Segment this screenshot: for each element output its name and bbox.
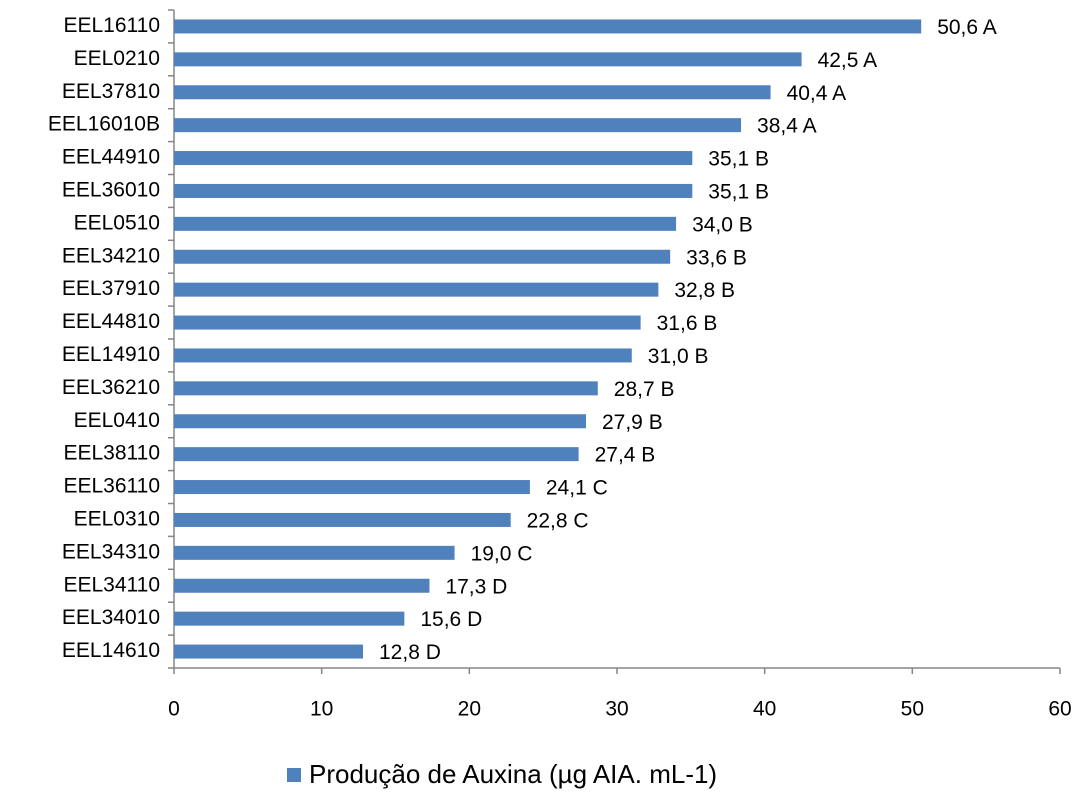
y-tick-label: EEL0510 [74, 211, 160, 234]
data-label: 31,0 B [648, 345, 709, 368]
bar [174, 545, 455, 560]
data-label: 15,6 D [420, 608, 482, 631]
data-label: 38,4 A [757, 115, 817, 138]
bar [174, 381, 598, 396]
bar [174, 52, 802, 67]
y-tick-label: EEL34110 [63, 573, 160, 596]
data-label: 35,1 B [708, 180, 769, 203]
legend-label: Produção de Auxina (µg AIA. mL-1) [309, 759, 717, 789]
y-tick-label: EEL0310 [74, 507, 160, 530]
bar [174, 644, 364, 659]
y-tick-label: EEL44910 [62, 146, 160, 169]
data-label: 19,0 C [471, 542, 533, 565]
data-label: 17,3 D [445, 575, 507, 598]
y-tick-label: EEL36210 [62, 376, 160, 399]
bar [174, 151, 693, 166]
data-label: 12,8 D [379, 641, 441, 664]
bar [174, 118, 742, 133]
data-label: 28,7 B [614, 378, 675, 401]
y-tick-label: EEL37810 [62, 80, 160, 103]
y-tick-label: EEL38110 [63, 442, 160, 465]
bar [174, 480, 530, 495]
data-label: 34,0 B [692, 213, 753, 236]
bar [174, 183, 693, 198]
x-tick-label: 10 [310, 698, 333, 721]
y-tick-label: EEL36110 [63, 475, 160, 498]
data-label: 22,8 C [527, 509, 589, 532]
data-label: 31,6 B [657, 312, 718, 335]
data-label: 50,6 A [937, 16, 997, 39]
y-tick-label: EEL34210 [62, 244, 160, 267]
data-label: 40,4 A [787, 82, 847, 105]
y-tick-label: EEL14910 [62, 343, 160, 366]
data-label: 24,1 C [546, 477, 608, 500]
data-label: 27,4 B [595, 444, 656, 467]
y-tick-label: EEL16110 [63, 14, 160, 37]
bar [174, 611, 405, 626]
bar [174, 578, 430, 593]
data-label: 35,1 B [708, 148, 769, 171]
y-tick-label: EEL37910 [62, 277, 160, 300]
legend-swatch [287, 768, 301, 782]
bar [174, 85, 771, 100]
bar [174, 19, 922, 34]
y-tick-label: EEL0410 [74, 409, 160, 432]
bar [174, 216, 677, 231]
data-label: 42,5 A [818, 49, 878, 72]
data-label: 32,8 B [674, 279, 735, 302]
y-tick-label: EEL36010 [62, 178, 160, 201]
y-tick-label: EEL44810 [62, 310, 160, 333]
bar [174, 348, 632, 363]
bar [174, 315, 641, 330]
x-tick-label: 60 [1048, 698, 1071, 721]
y-tick-label: EEL16010B [48, 113, 160, 136]
bar [174, 249, 671, 264]
bar [174, 512, 511, 527]
y-tick-label: EEL14610 [62, 639, 160, 662]
x-tick-label: 0 [168, 698, 180, 721]
x-tick-label: 50 [901, 698, 924, 721]
x-tick-label: 30 [605, 698, 628, 721]
x-tick-label: 20 [458, 698, 481, 721]
data-label: 33,6 B [686, 246, 747, 269]
bar [174, 414, 586, 429]
x-tick-label: 40 [753, 698, 776, 721]
data-label: 27,9 B [602, 411, 663, 434]
y-tick-label: EEL34310 [62, 540, 160, 563]
y-tick-label: EEL0210 [74, 47, 160, 70]
bar [174, 447, 579, 462]
bar [174, 282, 659, 297]
y-tick-label: EEL34010 [62, 606, 160, 629]
